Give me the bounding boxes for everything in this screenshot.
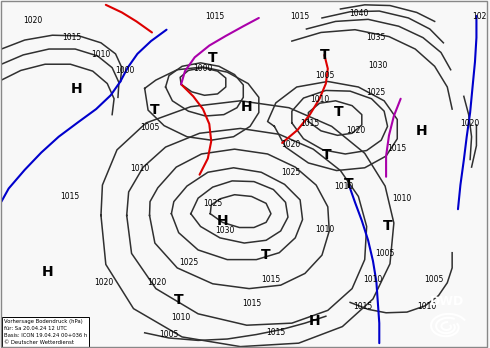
Text: H: H: [71, 82, 82, 96]
Text: 1000: 1000: [116, 66, 135, 75]
Text: DWD: DWD: [430, 295, 464, 308]
Text: 1010: 1010: [172, 313, 191, 322]
Text: 1025: 1025: [281, 168, 300, 177]
Text: 1025: 1025: [366, 88, 385, 97]
Text: 1015: 1015: [291, 13, 310, 22]
Text: T: T: [322, 148, 332, 162]
Text: 1010: 1010: [315, 225, 334, 234]
Text: 1010: 1010: [334, 182, 353, 191]
Text: 1040: 1040: [349, 9, 368, 18]
Text: H: H: [42, 266, 53, 279]
Text: T: T: [383, 219, 392, 233]
Text: 1010: 1010: [417, 302, 436, 311]
Text: T: T: [174, 293, 183, 307]
Text: 1005: 1005: [375, 249, 395, 258]
Text: 1020: 1020: [281, 140, 300, 149]
Text: 1015: 1015: [354, 302, 373, 311]
Text: 1015: 1015: [242, 299, 261, 308]
Text: 1005: 1005: [424, 275, 443, 284]
Text: T: T: [149, 103, 159, 117]
Text: 1000: 1000: [193, 64, 213, 73]
Text: T: T: [261, 248, 271, 262]
Text: 1025: 1025: [203, 199, 222, 208]
Text: 1005: 1005: [140, 123, 159, 132]
Text: T: T: [208, 52, 218, 65]
Text: 1015: 1015: [261, 275, 281, 284]
Text: 1010: 1010: [91, 50, 111, 60]
Text: 1010: 1010: [392, 194, 412, 203]
Text: 1005: 1005: [315, 71, 334, 80]
Text: 1030: 1030: [215, 227, 235, 236]
Text: 1005: 1005: [159, 330, 179, 339]
Text: 1020: 1020: [94, 278, 113, 287]
Text: 1010: 1010: [310, 95, 329, 104]
Text: Vorhersage Bodendruck (hPa)
für: Sa 20.04.24 12 UTC
Basis: ICON 19.04.24 00+036 : Vorhersage Bodendruck (hPa) für: Sa 20.0…: [4, 319, 87, 345]
Text: 1020: 1020: [147, 278, 167, 287]
Text: H: H: [217, 214, 228, 228]
Text: 1015: 1015: [205, 13, 225, 22]
Text: 1015: 1015: [300, 119, 319, 128]
Text: 1025: 1025: [179, 258, 198, 267]
Text: 1015: 1015: [266, 328, 286, 337]
Text: 102: 102: [473, 13, 487, 22]
Text: H: H: [309, 314, 320, 328]
Text: 1020: 1020: [346, 126, 366, 135]
Text: 1015: 1015: [60, 192, 79, 201]
Text: T: T: [334, 105, 344, 119]
Text: H: H: [241, 100, 252, 114]
Text: T: T: [319, 48, 329, 62]
Text: 1020: 1020: [461, 119, 480, 128]
Text: 1010: 1010: [364, 275, 383, 284]
Text: 1020: 1020: [24, 16, 43, 25]
Text: H: H: [416, 124, 427, 138]
Text: 1035: 1035: [366, 33, 385, 42]
Text: 1015: 1015: [388, 144, 407, 153]
Text: T: T: [344, 177, 353, 191]
Text: 1010: 1010: [130, 164, 149, 173]
Text: 1030: 1030: [368, 61, 388, 70]
Text: 1015: 1015: [62, 33, 81, 42]
